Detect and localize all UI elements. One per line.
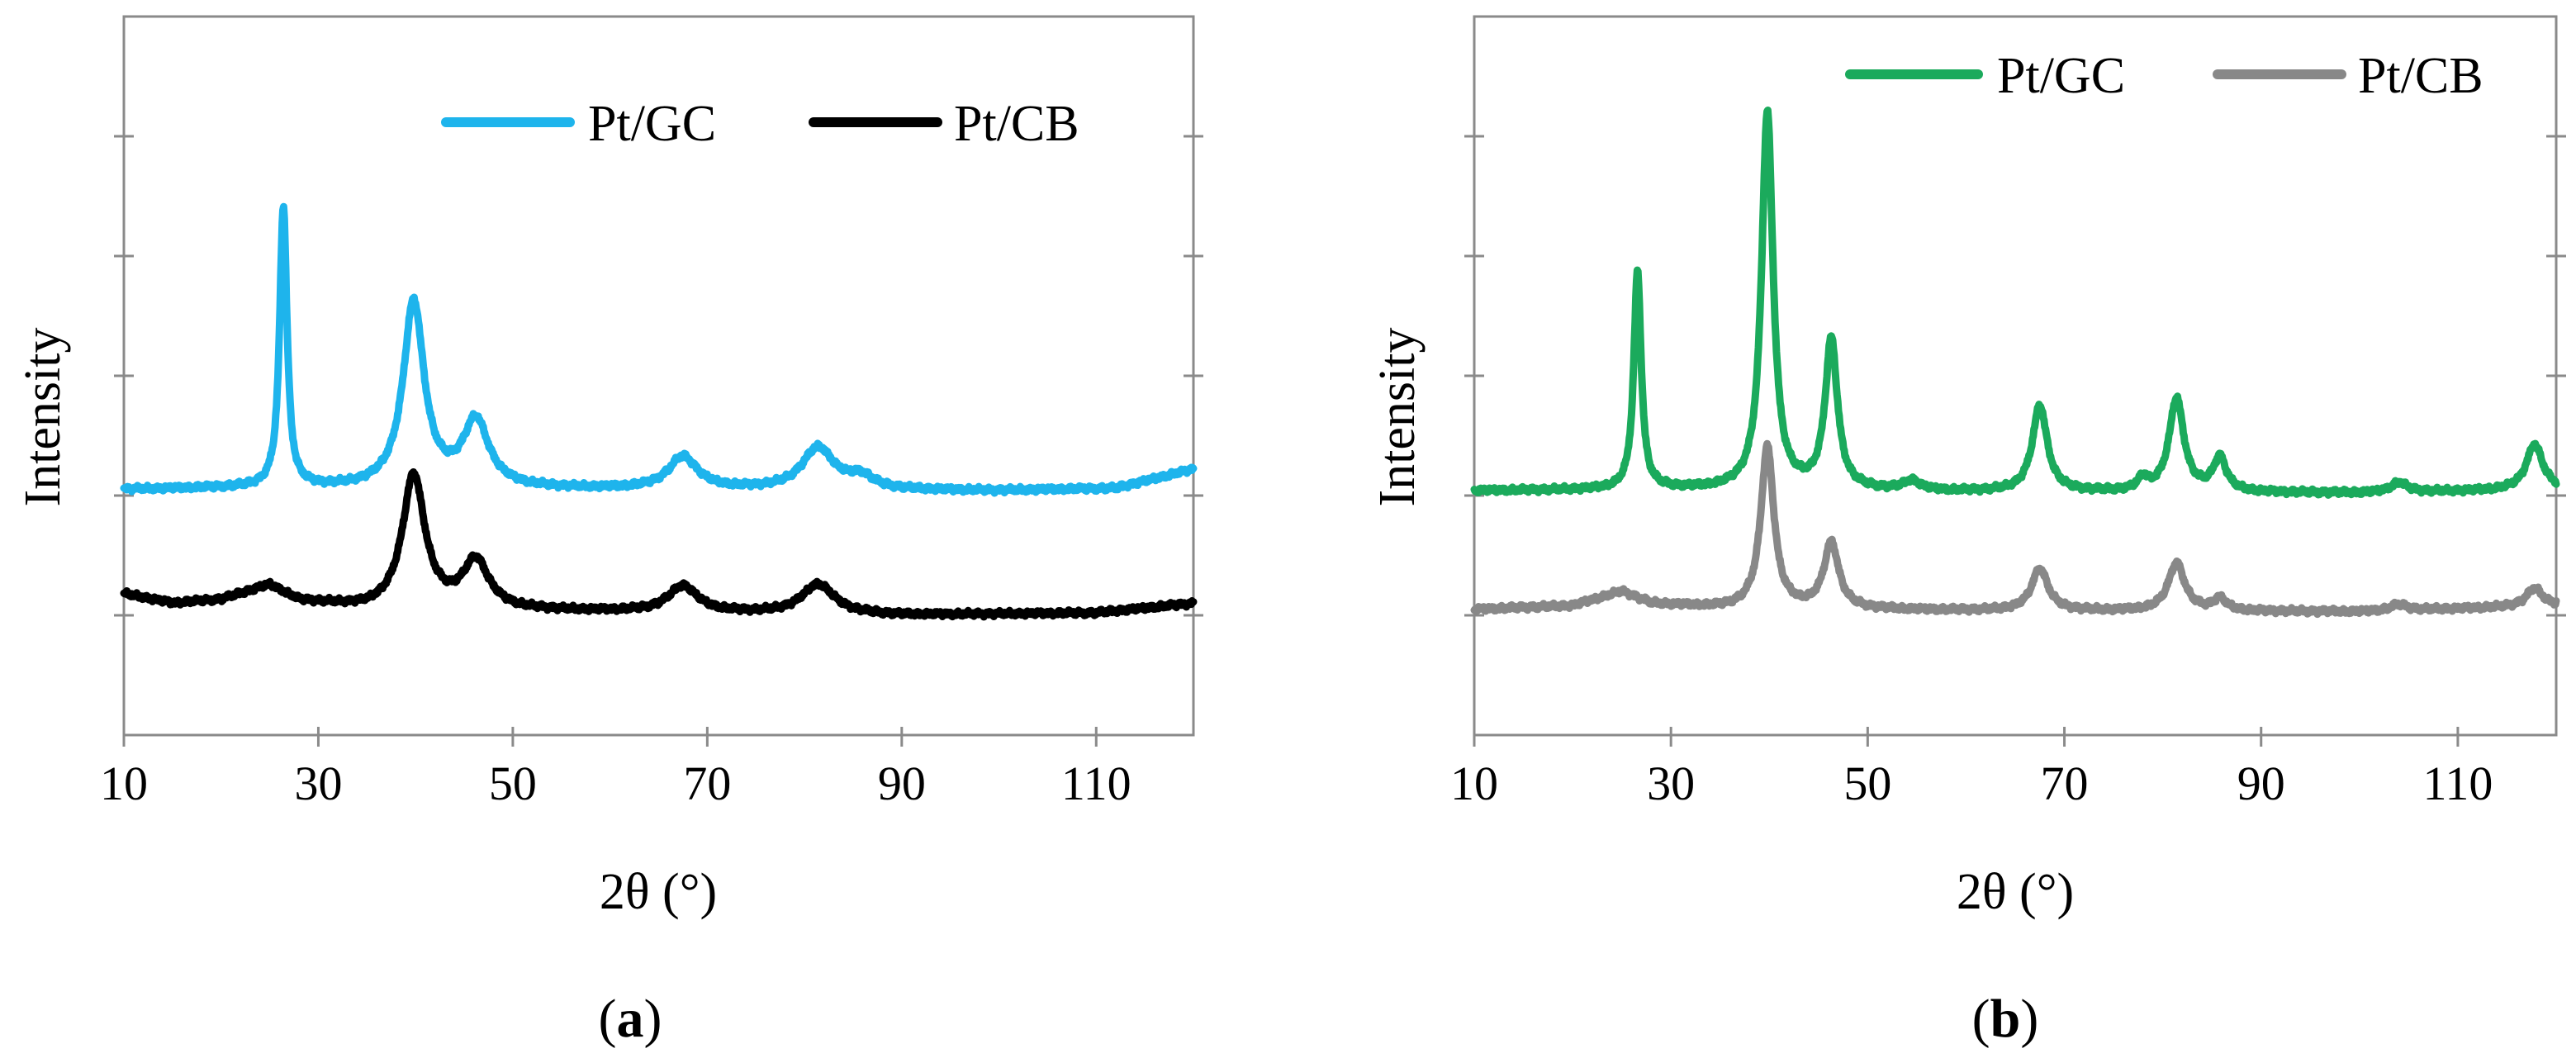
series-line-b-pt-gc [1470, 107, 2560, 499]
x-tick-label-b-0: 10 [1450, 757, 1498, 810]
series-line-a-pt-cb [120, 468, 1198, 621]
x-tick-label-a-0: 10 [100, 757, 148, 810]
x-tick-label-b-1: 30 [1647, 757, 1695, 810]
panel-b: 10 30 50 70 90 110 Intensity 2θ (°) Pt/GC Pt/… [1369, 15, 2566, 1049]
x-tick-label-a-5: 110 [1061, 757, 1131, 810]
panel-caption-a: (a) [599, 989, 662, 1049]
y-ticks-a [114, 135, 1203, 617]
series-b [1470, 107, 2560, 619]
x-ticks-a: 10 30 50 70 90 110 [100, 727, 1131, 810]
x-tick-label-a-4: 90 [878, 757, 926, 810]
x-tick-label-a-2: 50 [489, 757, 537, 810]
x-tick-label-b-5: 110 [2422, 757, 2493, 810]
x-tick-label-a-3: 70 [683, 757, 731, 810]
x-ticks-b: 10 30 50 70 90 110 [1450, 727, 2493, 810]
series-a [120, 202, 1198, 621]
x-tick-label-b-4: 90 [2237, 757, 2285, 810]
series-line-a-pt-gc [120, 202, 1198, 497]
x-tick-label-b-3: 70 [2041, 757, 2089, 810]
y-axis-title-a: Intensity [15, 328, 71, 507]
legend-a: Pt/GC Pt/CB [441, 96, 1079, 152]
series-line-b-pt-cb [1470, 439, 2560, 619]
legend-label-a-pt-gc: Pt/GC [588, 96, 716, 152]
panel-a: 10 30 50 70 90 110 Intensity 2θ (°) Pt/GC Pt/… [15, 15, 1203, 1049]
legend-label-a-pt-cb: Pt/CB [954, 96, 1079, 152]
x-tick-label-a-1: 30 [294, 757, 342, 810]
x-axis-title-a: 2θ (°) [600, 864, 717, 920]
legend-b: Pt/GC Pt/CB [1845, 48, 2483, 104]
y-axis-title-b: Intensity [1369, 328, 1426, 507]
legend-label-b-pt-cb: Pt/CB [2358, 48, 2483, 104]
x-tick-label-b-2: 50 [1843, 757, 1891, 810]
panel-caption-b: (b) [1972, 989, 2039, 1049]
legend-label-b-pt-gc: Pt/GC [1997, 48, 2125, 104]
x-axis-title-b: 2θ (°) [1957, 864, 2074, 920]
